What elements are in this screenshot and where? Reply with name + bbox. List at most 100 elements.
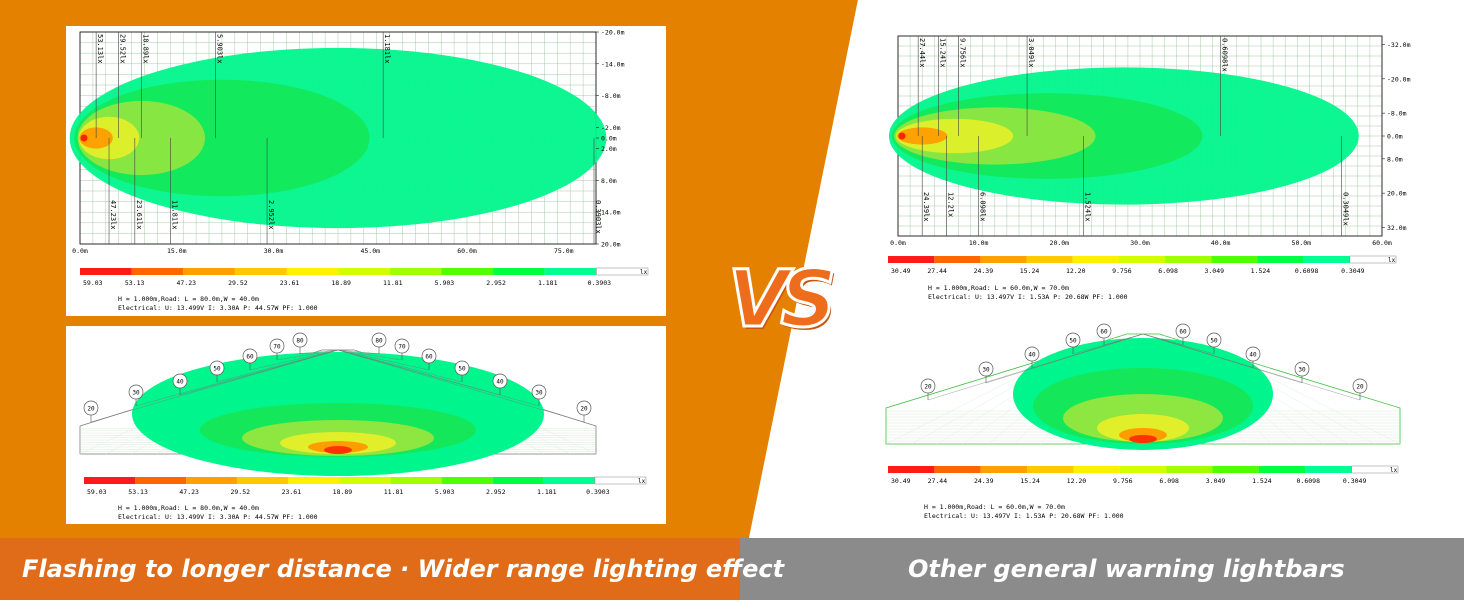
right-topview-y-tick: 20.0m	[1387, 190, 1407, 198]
right-perspective-angle-ray	[1142, 333, 1361, 401]
left-perspective-angle-label: 20	[580, 405, 588, 412]
left-perspective-angle-marker	[421, 348, 437, 364]
right-perspective-legend-swatch	[1073, 466, 1120, 473]
left-perspective-legend-value: 59.03	[87, 488, 107, 496]
right-perspective-legend-unit: lx	[1390, 467, 1398, 474]
right-topview-x-tick: 30.0m	[1130, 239, 1150, 247]
right-topview-legend-swatch	[1026, 256, 1073, 263]
right-perspective-legend-swatch	[934, 466, 981, 473]
left-topview-legend-value: 59.03	[83, 279, 103, 287]
left-topview-legend-swatch	[441, 268, 494, 275]
left-topview-y-tick: -14.0m	[601, 60, 625, 68]
right-perspective-angle-ray	[1031, 333, 1144, 369]
left-perspective-angle-marker	[128, 384, 144, 400]
right-topview-x-tick: 60.0m	[1372, 239, 1392, 247]
left-perspective-hotspot	[324, 446, 352, 454]
left-topview-legend-swatch	[80, 268, 132, 275]
left-perspective-angle-ray	[337, 349, 380, 355]
right-topview-iso-label: 27.44lx	[918, 38, 926, 68]
left-perspective-legend-unit: lx	[638, 478, 646, 485]
right-topview-legend-swatch	[980, 256, 1027, 263]
right-topview-legend-value: 3.049	[1204, 267, 1224, 275]
right-perspective-legend-value: 6.098	[1159, 477, 1179, 485]
left-topview-iso-label: 53.13lx	[96, 34, 104, 64]
right-perspective-angle-marker	[1206, 332, 1222, 348]
right-perspective-panel: 20 30 40 50 60 60 50 40 30 20 lx 30.49 27.44 24.39 15.…	[876, 314, 1416, 526]
left-perspective-legend-value: 23.61	[282, 488, 302, 496]
left-topview-legend-swatch	[286, 268, 339, 275]
left-topview-x-tick: 60.0m	[457, 247, 477, 255]
right-perspective-legend-swatch	[1166, 466, 1213, 473]
left-perspective-legend-value: 53.13	[128, 488, 148, 496]
left-topview-iso-label: 23.61lx	[135, 200, 143, 230]
left-perspective-legend-swatch	[543, 477, 595, 484]
right-topview-x-tick: 50.0m	[1292, 239, 1312, 247]
right-perspective-angle-marker	[1024, 346, 1040, 362]
right-topview-legend-swatch	[888, 256, 935, 263]
left-perspective-angle-marker	[172, 373, 188, 389]
right-perspective-legend-value: 3.049	[1206, 477, 1226, 485]
right-perspective-legend-swatch	[1212, 466, 1259, 473]
right-perspective-angle-marker	[978, 361, 994, 377]
left-topview-y-tick: 0.0m	[601, 135, 617, 143]
left-topview-hotspot	[80, 134, 88, 142]
left-perspective-angle-ray	[337, 349, 430, 371]
left-topview-legend-value: 0.3903	[588, 279, 612, 287]
left-topview-y-tick: 2.0m	[601, 145, 617, 153]
left-perspective-legend-value: 29.52	[230, 488, 250, 496]
right-topview-legend-value: 15.24	[1020, 267, 1040, 275]
right-topview-legend-swatch	[1118, 256, 1166, 263]
right-perspective-legend-value: 9.756	[1113, 477, 1133, 485]
left-perspective-angle-label: 80	[296, 337, 304, 344]
right-topview-iso-label: 24.39lx	[922, 192, 930, 222]
left-perspective-angle-label: 50	[213, 365, 221, 372]
left-topview-x-tick: 15.0m	[167, 247, 187, 255]
caption-right: Other general warning lightbars	[908, 555, 1345, 583]
left-perspective-angle-ray	[299, 349, 339, 355]
right-topview-legend-swatch	[1211, 256, 1258, 263]
left-perspective-angle-marker	[371, 332, 387, 348]
right-topview-y-tick: 32.0m	[1387, 224, 1407, 232]
left-perspective-angle-ray	[337, 349, 585, 423]
right-topview-legend-unit: lx	[1388, 257, 1396, 264]
right-topview-legend-swatch	[934, 256, 981, 263]
right-topview-y-tick: -8.0m	[1387, 110, 1407, 118]
left-perspective-angle-ray	[337, 349, 463, 383]
left-perspective-legend-swatch	[441, 477, 493, 484]
left-topview-y-tick: -8.0m	[601, 92, 621, 100]
right-perspective-angle-ray	[1103, 333, 1144, 346]
left-topview-x-tick: 0.0m	[72, 247, 88, 255]
right-perspective-angle-marker	[1065, 332, 1081, 348]
left-topview-legend-value: 29.52	[228, 279, 248, 287]
right-perspective-angle-marker	[1096, 323, 1112, 339]
left-perspective-legend-value: 47.23	[179, 488, 199, 496]
left-topview-legend-swatch	[234, 268, 287, 275]
right-perspective-legend-swatch	[1119, 466, 1167, 473]
left-topview-legend-swatch	[389, 268, 442, 275]
left-topview-chart: 53.13lx 29.52lx 18.89lx 5.903lx 1.181lx47.23…	[69, 29, 649, 312]
left-perspective-info-line2: Electrical: U: 13.499V I: 3.30A P: 44.57…	[118, 513, 318, 521]
left-perspective-legend-swatch	[237, 477, 289, 484]
left-topview-y-tick: 14.0m	[601, 209, 621, 217]
left-perspective-chart: 20 30 40 50 60 70 80 80 70 60 50 40 30 20 lx 59.03 53.13…	[79, 332, 647, 521]
right-topview-iso-label: 0.6098lx	[1221, 38, 1229, 72]
left-perspective-legend-value: 11.81	[384, 488, 404, 496]
left-topview-legend-value: 53.13	[125, 279, 145, 287]
left-topview-iso-label: 2.952lx	[267, 200, 275, 230]
left-perspective-legend-swatch	[339, 477, 391, 484]
right-perspective-chart: 20 30 40 50 60 60 50 40 30 20 lx 30.49 27.44 24.39 15.…	[885, 323, 1401, 520]
left-perspective-panel: 20 30 40 50 60 70 80 80 70 60 50 40 30 20 lx 59.03 53.13…	[66, 326, 666, 524]
left-perspective-legend-value: 1.181	[537, 488, 557, 496]
left-topview-legend-swatch	[131, 268, 184, 275]
left-topview-legend-value: 11.81	[383, 279, 403, 287]
left-topview-legend-swatch	[493, 268, 545, 275]
vs-emblem: VS	[727, 254, 838, 347]
right-topview-legend-value: 6.098	[1158, 267, 1178, 275]
right-topview-iso-label: 15.24lx	[938, 38, 946, 68]
left-perspective-info-line1: H = 1.000m,Road: L = 80.0m,W = 40.0m	[118, 504, 259, 512]
left-perspective-angle-marker	[454, 360, 470, 376]
right-perspective-legend-value: 24.39	[974, 477, 994, 485]
left-topview-y-tick: -20.0m	[601, 29, 625, 37]
right-perspective-angle-label: 20	[1356, 383, 1364, 390]
right-perspective-angle-marker	[1352, 378, 1368, 394]
